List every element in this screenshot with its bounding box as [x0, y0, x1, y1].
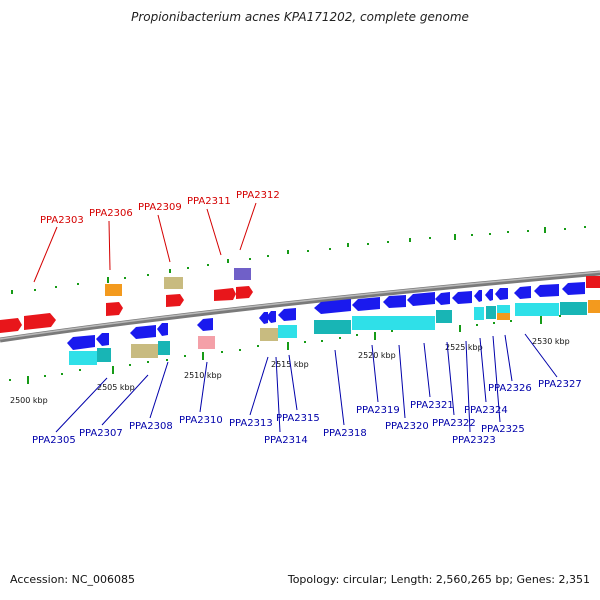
gene-box	[158, 341, 170, 355]
gene-arrow	[214, 288, 236, 301]
gene-arrow	[352, 297, 380, 311]
gene-label-PPA2303: PPA2303	[40, 215, 84, 226]
gene-box	[97, 348, 111, 362]
kbp-label: 2500 kbp	[10, 396, 48, 405]
gene-arrow	[130, 325, 156, 339]
gene-arrow	[278, 308, 296, 321]
gene-arrow	[452, 291, 472, 304]
gene-label-PPA2313: PPA2313	[229, 418, 273, 429]
gene-arrow	[197, 318, 213, 331]
gene-box	[69, 351, 97, 365]
gene-box	[164, 277, 183, 289]
gene-arrow	[259, 312, 268, 324]
gene-label-PPA2320: PPA2320	[385, 421, 429, 432]
gene-label-PPA2319: PPA2319	[356, 405, 400, 416]
gene-label-PPA2326: PPA2326	[488, 383, 532, 394]
gene-label-PPA2325: PPA2325	[481, 424, 525, 435]
gene-arrow	[534, 284, 559, 297]
gene-box	[278, 325, 297, 338]
gene-label-PPA2310: PPA2310	[179, 415, 223, 426]
kbp-label: 2520 kbp	[358, 351, 396, 360]
gene-label-PPA2323: PPA2323	[452, 435, 496, 446]
gene-arrow	[0, 318, 22, 333]
gene-label-PPA2314: PPA2314	[264, 435, 308, 446]
gene-label-PPA2308: PPA2308	[129, 421, 173, 432]
bottom-gene-labels: PPA2305 PPA2307 PPA2308 PPA2310 PPA2313 …	[32, 379, 582, 446]
gene-box	[586, 276, 600, 288]
gene-arrow	[495, 288, 508, 300]
bottom-leader-lines	[55, 333, 558, 433]
gene-arrow	[157, 323, 168, 336]
top-leader-lines	[33, 202, 257, 283]
gene-arrow	[67, 335, 95, 350]
gene-label-PPA2307: PPA2307	[79, 428, 123, 439]
gene-box	[497, 313, 510, 320]
gene-label-PPA2327: PPA2327	[538, 379, 582, 390]
gene-label-PPA2311: PPA2311	[187, 196, 231, 207]
map-title: Propionibacterium acnes KPA171202, compl…	[131, 10, 469, 24]
lower-tick-track	[9, 312, 581, 384]
gene-arrow	[383, 295, 406, 308]
kbp-label: 2515 kbp	[271, 360, 309, 369]
gene-box	[436, 310, 452, 323]
gene-arrow	[562, 282, 585, 295]
gene-arrow	[485, 289, 493, 301]
kbp-label: 2510 kbp	[184, 371, 222, 380]
gene-label-PPA2315: PPA2315	[276, 413, 320, 424]
gene-box	[352, 316, 435, 330]
gene-label-PPA2312: PPA2312	[236, 190, 280, 201]
gene-arrow	[435, 292, 450, 305]
gene-box	[515, 303, 559, 316]
gene-box	[314, 320, 351, 334]
top-gene-labels: PPA2303 PPA2306 PPA2309 PPA2311 PPA2312	[40, 190, 280, 226]
kbp-label: 2530 kbp	[532, 337, 570, 346]
gene-label-PPA2305: PPA2305	[32, 435, 76, 446]
upper-tick-track	[11, 226, 586, 294]
top-strand-features	[0, 268, 600, 333]
gene-box	[560, 302, 587, 315]
gene-label-PPA2322: PPA2322	[432, 418, 476, 429]
gene-box	[497, 305, 510, 313]
gene-label-PPA2318: PPA2318	[323, 428, 367, 439]
bottom-strand-features	[67, 282, 600, 365]
gene-arrow	[314, 299, 351, 314]
gene-box	[234, 268, 251, 280]
gene-box	[486, 306, 496, 319]
gene-arrow	[106, 302, 123, 316]
gene-label-PPA2306: PPA2306	[89, 208, 133, 219]
gene-label-PPA2309: PPA2309	[138, 202, 182, 213]
gene-label-PPA2324: PPA2324	[464, 405, 508, 416]
gene-label-PPA2321: PPA2321	[410, 400, 454, 411]
gene-box	[260, 328, 278, 341]
gene-arrow	[474, 290, 482, 302]
gene-box	[105, 284, 122, 296]
accession-label: Accession: NC_006085	[10, 573, 136, 586]
gene-arrow	[96, 333, 109, 346]
gene-arrow	[236, 286, 253, 299]
gene-box	[474, 307, 484, 320]
kbp-label: 2505 kbp	[97, 383, 135, 392]
gene-arrow	[24, 313, 56, 330]
genome-backbone	[0, 270, 600, 343]
kbp-label: 2525 kbp	[445, 343, 483, 352]
gene-arrow	[166, 294, 184, 307]
genome-summary: Topology: circular; Length: 2,560,265 bp…	[287, 573, 590, 586]
gene-arrow	[407, 292, 435, 306]
gene-arrow	[266, 311, 276, 323]
kbp-labels: 2500 kbp 2505 kbp 2510 kbp 2515 kbp 2520…	[10, 337, 570, 405]
gene-box	[198, 336, 215, 349]
gene-box	[588, 300, 600, 313]
gene-arrow	[514, 286, 531, 299]
gene-box	[131, 344, 158, 358]
